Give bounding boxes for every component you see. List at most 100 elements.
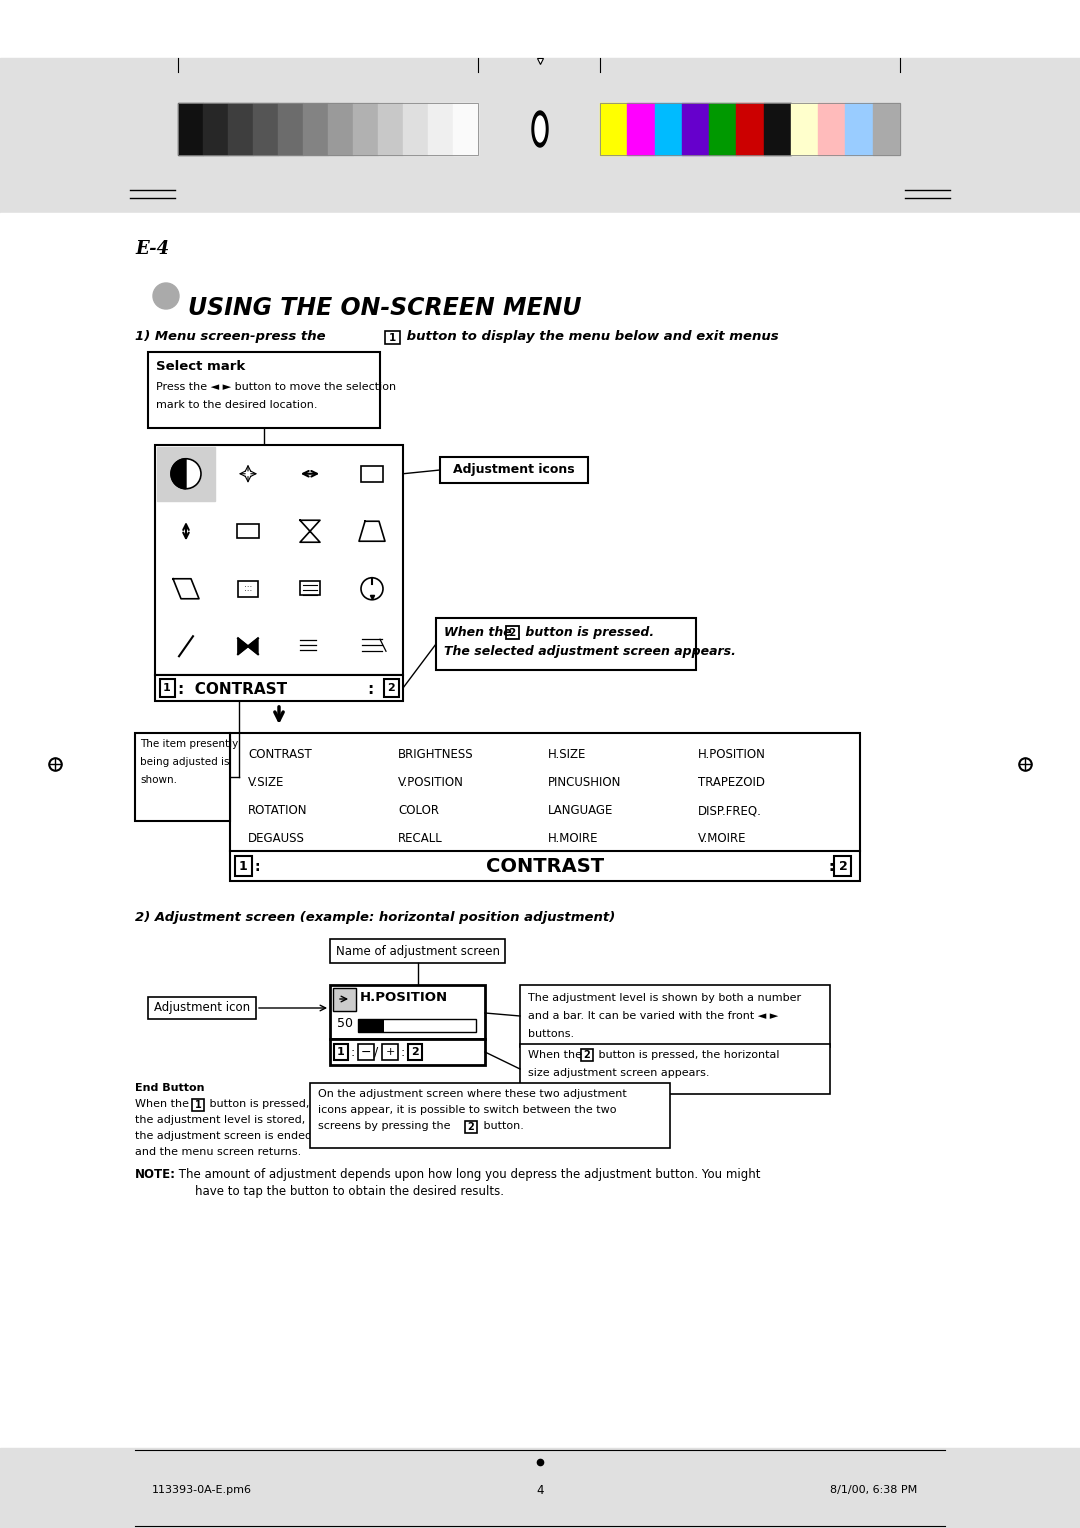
Text: buttons.: buttons. bbox=[528, 1028, 575, 1039]
Text: RECALL: RECALL bbox=[399, 833, 443, 845]
Text: 1: 1 bbox=[389, 333, 396, 342]
Text: LANGUAGE: LANGUAGE bbox=[548, 804, 613, 817]
Bar bbox=[300, 581, 320, 594]
Text: 50: 50 bbox=[337, 1018, 353, 1030]
Bar bbox=[160, 678, 175, 697]
Bar bbox=[791, 102, 819, 154]
Text: Adjustment icons: Adjustment icons bbox=[454, 463, 575, 477]
Text: 1) Menu screen-press the: 1) Menu screen-press the bbox=[135, 330, 330, 342]
Bar bbox=[581, 1050, 593, 1060]
Text: :::: ::: bbox=[244, 584, 252, 593]
Bar bbox=[156, 445, 403, 675]
Bar bbox=[654, 102, 681, 154]
Bar bbox=[0, 0, 1080, 58]
Bar bbox=[600, 102, 627, 154]
Polygon shape bbox=[186, 458, 201, 489]
Bar bbox=[453, 102, 478, 154]
Text: 4: 4 bbox=[537, 1484, 543, 1496]
Text: USING THE ON-SCREEN MENU: USING THE ON-SCREEN MENU bbox=[188, 296, 581, 319]
Polygon shape bbox=[171, 458, 186, 489]
Bar bbox=[428, 102, 453, 154]
Text: On the adjustment screen where these two adjustment: On the adjustment screen where these two… bbox=[318, 1089, 626, 1099]
Bar bbox=[846, 102, 873, 154]
Bar bbox=[253, 102, 278, 154]
Bar bbox=[873, 102, 900, 154]
Text: the adjustment level is stored,: the adjustment level is stored, bbox=[135, 1115, 306, 1125]
Text: Adjustment icon: Adjustment icon bbox=[154, 1001, 251, 1015]
Bar bbox=[333, 989, 356, 1012]
Text: have to tap the button to obtain the desired results.: have to tap the button to obtain the des… bbox=[195, 1186, 504, 1198]
Bar bbox=[278, 102, 303, 154]
Bar bbox=[228, 102, 253, 154]
Text: 8/1/00, 6:38 PM: 8/1/00, 6:38 PM bbox=[831, 1485, 917, 1494]
Text: :: : bbox=[255, 860, 260, 874]
Text: being adjusted is: being adjusted is bbox=[140, 756, 229, 767]
Text: 2: 2 bbox=[387, 683, 395, 694]
Text: PINCUSHION: PINCUSHION bbox=[548, 776, 621, 788]
Text: icons appear, it is possible to switch between the two: icons appear, it is possible to switch b… bbox=[318, 1105, 617, 1115]
Polygon shape bbox=[248, 639, 258, 654]
Bar bbox=[357, 1019, 384, 1031]
Bar bbox=[333, 989, 356, 1012]
Text: V.MOIRE: V.MOIRE bbox=[698, 833, 746, 845]
Bar bbox=[764, 102, 791, 154]
Text: :: : bbox=[350, 1045, 354, 1059]
Text: 1: 1 bbox=[337, 1047, 345, 1057]
Text: and a bar. It can be varied with the front ◄ ►: and a bar. It can be varied with the fro… bbox=[528, 1012, 779, 1021]
Text: The amount of adjustment depends upon how long you depress the adjustment button: The amount of adjustment depends upon ho… bbox=[175, 1167, 760, 1181]
Text: Name of adjustment screen: Name of adjustment screen bbox=[336, 944, 499, 958]
Bar bbox=[237, 524, 259, 538]
Text: /: / bbox=[374, 1045, 378, 1059]
Text: button.: button. bbox=[480, 1122, 524, 1131]
Text: :: : bbox=[400, 1045, 404, 1059]
Text: shown.: shown. bbox=[140, 775, 177, 785]
Text: 2: 2 bbox=[583, 1050, 591, 1060]
Text: −: − bbox=[361, 1045, 372, 1059]
Bar bbox=[600, 102, 900, 154]
Text: :: : bbox=[828, 860, 834, 874]
Text: 2: 2 bbox=[839, 859, 848, 872]
Text: :: : bbox=[367, 681, 374, 697]
Bar bbox=[310, 1083, 670, 1148]
Bar bbox=[0, 58, 1080, 212]
Text: :  CONTRAST: : CONTRAST bbox=[178, 681, 287, 697]
Text: When the: When the bbox=[528, 1050, 585, 1060]
Bar bbox=[519, 986, 831, 1047]
Text: 2: 2 bbox=[468, 1122, 474, 1132]
Bar bbox=[203, 102, 228, 154]
Text: E-4: E-4 bbox=[135, 240, 170, 258]
Bar bbox=[357, 1044, 374, 1060]
Text: CONTRAST: CONTRAST bbox=[248, 749, 312, 761]
Text: button is pressed, the horizontal: button is pressed, the horizontal bbox=[595, 1050, 780, 1060]
Text: 2) Adjustment screen (example: horizontal position adjustment): 2) Adjustment screen (example: horizonta… bbox=[135, 911, 616, 924]
Text: DEGAUSS: DEGAUSS bbox=[248, 833, 305, 845]
Bar bbox=[403, 102, 428, 154]
Text: COLOR: COLOR bbox=[399, 804, 438, 817]
Bar bbox=[353, 102, 378, 154]
Bar bbox=[303, 102, 328, 154]
Bar bbox=[0, 1449, 1080, 1528]
Text: The adjustment level is shown by both a number: The adjustment level is shown by both a … bbox=[528, 993, 801, 1002]
Text: Select mark: Select mark bbox=[156, 361, 245, 373]
Bar bbox=[330, 1039, 485, 1065]
Text: button to display the menu below and exit menus: button to display the menu below and exi… bbox=[402, 330, 779, 342]
Text: V.SIZE: V.SIZE bbox=[248, 776, 284, 788]
Text: H.SIZE: H.SIZE bbox=[548, 749, 586, 761]
Text: screens by pressing the: screens by pressing the bbox=[318, 1122, 454, 1131]
Bar bbox=[148, 996, 256, 1019]
Bar bbox=[135, 733, 230, 821]
Text: The selected adjustment screen appears.: The selected adjustment screen appears. bbox=[444, 645, 735, 659]
Bar bbox=[328, 102, 353, 154]
Bar bbox=[440, 457, 588, 483]
Bar bbox=[148, 351, 380, 428]
Text: and the menu screen returns.: and the menu screen returns. bbox=[135, 1148, 301, 1157]
Bar bbox=[382, 1044, 399, 1060]
Bar bbox=[238, 581, 258, 597]
Bar bbox=[408, 1044, 422, 1060]
Text: H.POSITION: H.POSITION bbox=[698, 749, 766, 761]
Bar bbox=[507, 626, 519, 639]
Bar bbox=[178, 102, 203, 154]
Text: NOTE:: NOTE: bbox=[135, 1167, 176, 1181]
Bar bbox=[156, 675, 403, 701]
Text: size adjustment screen appears.: size adjustment screen appears. bbox=[528, 1068, 710, 1077]
